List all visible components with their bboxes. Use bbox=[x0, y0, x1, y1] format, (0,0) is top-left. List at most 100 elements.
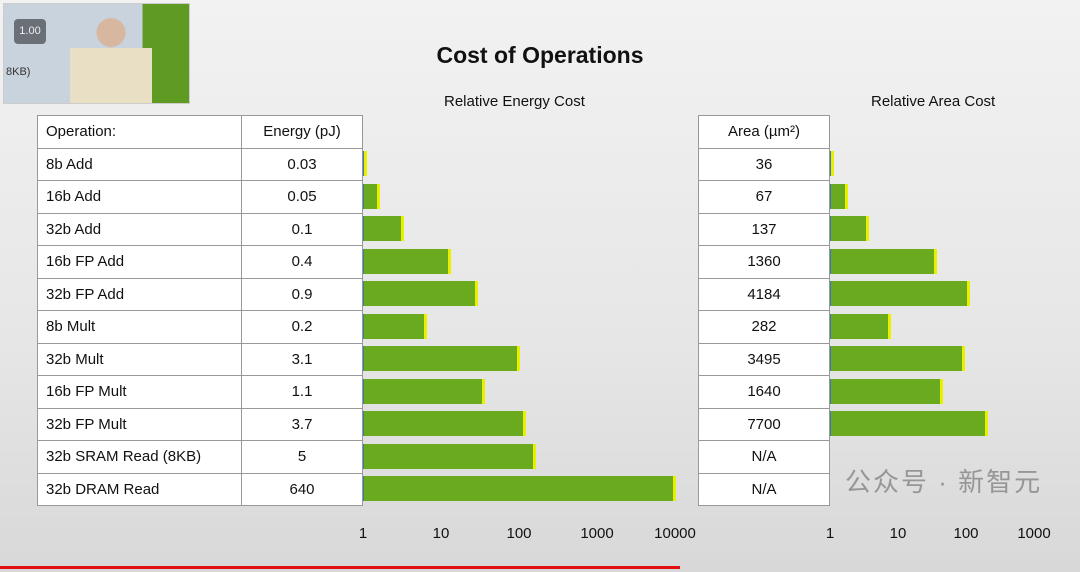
energy-cell: 3.7 bbox=[241, 407, 363, 441]
operation-cell: 16b Add bbox=[37, 180, 242, 214]
energy-bar bbox=[363, 313, 428, 339]
energy-axis-tick: 10000 bbox=[654, 525, 696, 542]
operation-cell: 32b Add bbox=[37, 212, 242, 246]
area-cell: 36 bbox=[698, 147, 830, 181]
energy-cell: 0.05 bbox=[241, 180, 363, 214]
area-cell: 7700 bbox=[698, 407, 830, 441]
energy-cell: 640 bbox=[241, 472, 363, 506]
operation-cell: 16b FP Mult bbox=[37, 375, 242, 409]
energy-bar bbox=[363, 248, 451, 274]
energy-cell: 0.03 bbox=[241, 147, 363, 181]
operation-cell: 32b DRAM Read bbox=[37, 472, 242, 506]
energy-bar bbox=[363, 378, 485, 404]
speaker-video-thumbnail[interactable]: 8KB) 1.00 bbox=[3, 3, 190, 104]
energy-bar bbox=[363, 216, 404, 241]
area-bar bbox=[830, 281, 971, 306]
table-row: 4184 bbox=[698, 277, 830, 311]
energy-bar bbox=[363, 346, 521, 371]
energy-cell: 0.2 bbox=[241, 310, 363, 344]
table-row: 7700 bbox=[698, 407, 830, 441]
column-header-operation: Operation: bbox=[37, 115, 242, 149]
speaker-image bbox=[70, 16, 152, 103]
table-row: 32b SRAM Read (8KB) 5 bbox=[37, 440, 363, 474]
energy-table: Operation: Energy (pJ) 8b Add 0.03 16b Add 0.… bbox=[37, 115, 363, 506]
column-header-area: Area (µm²) bbox=[698, 115, 830, 149]
energy-axis-tick: 1000 bbox=[580, 525, 614, 542]
video-progress-bar[interactable] bbox=[0, 566, 680, 569]
energy-cell: 0.1 bbox=[241, 212, 363, 246]
table-row: 32b FP Add 0.9 bbox=[37, 277, 363, 311]
column-header-energy: Energy (pJ) bbox=[241, 115, 363, 149]
table-row: 282 bbox=[698, 310, 830, 344]
operation-cell: 8b Add bbox=[37, 147, 242, 181]
area-axis-tick: 10 bbox=[889, 525, 907, 542]
area-cell: 3495 bbox=[698, 342, 830, 376]
table-row: 137 bbox=[698, 212, 830, 246]
table-row: 32b FP Mult 3.7 bbox=[37, 407, 363, 441]
area-bar bbox=[830, 216, 870, 241]
table-row: 32b Mult 3.1 bbox=[37, 342, 363, 376]
area-cell: 1360 bbox=[698, 245, 830, 279]
energy-cell: 1.1 bbox=[241, 375, 363, 409]
operation-cell: 16b FP Add bbox=[37, 245, 242, 279]
area-bar bbox=[830, 378, 943, 404]
slide-title: Cost of Operations bbox=[436, 42, 644, 68]
area-bar bbox=[830, 313, 891, 339]
operation-cell: 32b SRAM Read (8KB) bbox=[37, 440, 242, 474]
area-bar bbox=[830, 151, 834, 176]
energy-axis-tick: 10 bbox=[432, 525, 450, 542]
area-cell: N/A bbox=[698, 440, 830, 474]
operation-cell: 32b FP Mult bbox=[37, 407, 242, 441]
area-table: Area (µm²) 36 67 137 1360 4184 282 3495 1640 7700… bbox=[698, 115, 830, 506]
energy-cell: 5 bbox=[241, 440, 363, 474]
table-row: 1640 bbox=[698, 375, 830, 409]
energy-bar bbox=[363, 151, 367, 176]
table-row: N/A bbox=[698, 472, 830, 506]
energy-bar bbox=[363, 411, 527, 436]
energy-bar bbox=[363, 476, 676, 501]
area-axis-tick: 100 bbox=[953, 525, 979, 542]
area-cell: 4184 bbox=[698, 277, 830, 311]
table-row: 36 bbox=[698, 147, 830, 181]
table-row: 16b Add 0.05 bbox=[37, 180, 363, 214]
energy-bar bbox=[363, 281, 479, 306]
energy-cell: 0.4 bbox=[241, 245, 363, 279]
area-bar bbox=[830, 346, 966, 371]
energy-bar bbox=[363, 443, 537, 469]
area-axis-tick: 1000 bbox=[1017, 525, 1051, 542]
slide-fragment: 8KB) bbox=[6, 66, 31, 78]
energy-chart-subtitle: Relative Energy Cost bbox=[444, 93, 585, 110]
table-row: 32b Add 0.1 bbox=[37, 212, 363, 246]
area-cell: 67 bbox=[698, 180, 830, 214]
table-row: N/A bbox=[698, 440, 830, 474]
operation-cell: 32b Mult bbox=[37, 342, 242, 376]
area-bar bbox=[830, 248, 938, 274]
table-row: 67 bbox=[698, 180, 830, 214]
area-bar bbox=[830, 411, 989, 436]
area-cell: 282 bbox=[698, 310, 830, 344]
table-row: 16b FP Add 0.4 bbox=[37, 245, 363, 279]
energy-axis-tick: 1 bbox=[358, 525, 368, 542]
table-row: 16b FP Mult 1.1 bbox=[37, 375, 363, 409]
operation-cell: 8b Mult bbox=[37, 310, 242, 344]
area-cell: 137 bbox=[698, 212, 830, 246]
area-chart-subtitle: Relative Area Cost bbox=[871, 93, 996, 110]
area-axis-tick: 1 bbox=[825, 525, 835, 542]
area-cell: N/A bbox=[698, 472, 830, 506]
table-row: 32b DRAM Read 640 bbox=[37, 472, 363, 506]
playback-speed-badge[interactable]: 1.00 bbox=[14, 19, 46, 44]
area-cell: 1640 bbox=[698, 375, 830, 409]
table-row: 1360 bbox=[698, 245, 830, 279]
table-row: 8b Add 0.03 bbox=[37, 147, 363, 181]
energy-axis-tick: 100 bbox=[506, 525, 532, 542]
table-row: 3495 bbox=[698, 342, 830, 376]
operation-cell: 32b FP Add bbox=[37, 277, 242, 311]
header-row: Area (µm²) bbox=[698, 115, 830, 149]
table-row: 8b Mult 0.2 bbox=[37, 310, 363, 344]
energy-cell: 0.9 bbox=[241, 277, 363, 311]
watermark: 公众号 · 新智元 bbox=[845, 467, 1043, 497]
header-row: Operation: Energy (pJ) bbox=[37, 115, 363, 149]
energy-cell: 3.1 bbox=[241, 342, 363, 376]
area-bar bbox=[830, 183, 849, 209]
energy-bar bbox=[363, 183, 381, 209]
